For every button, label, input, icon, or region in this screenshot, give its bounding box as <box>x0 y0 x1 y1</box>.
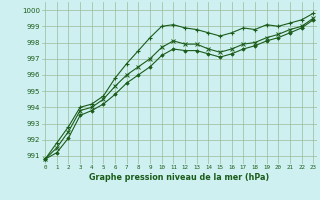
X-axis label: Graphe pression niveau de la mer (hPa): Graphe pression niveau de la mer (hPa) <box>89 173 269 182</box>
